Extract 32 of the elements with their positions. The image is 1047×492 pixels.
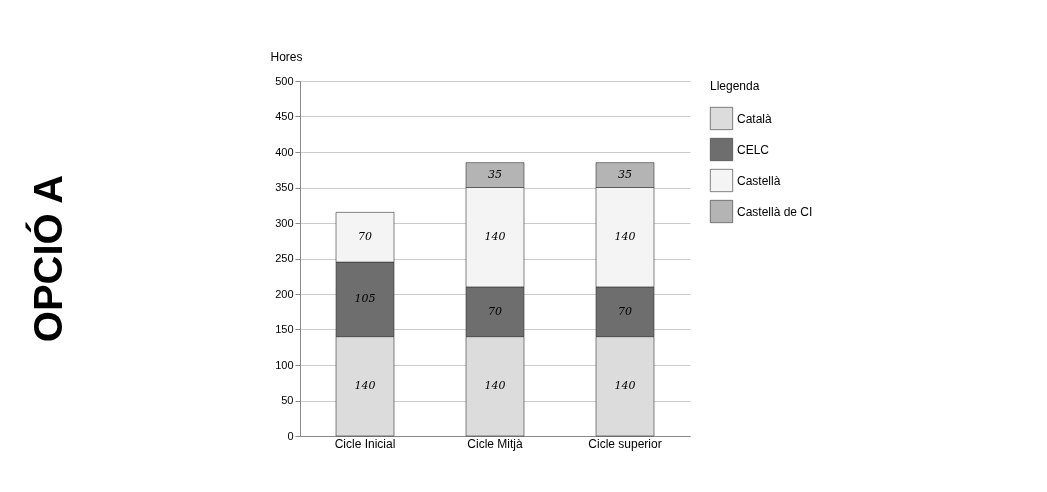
x-tick-label: Cicle superior <box>588 436 662 451</box>
y-tick-label: 50 <box>281 394 294 406</box>
y-tick-label: 350 <box>275 181 294 193</box>
y-tick-label: 400 <box>275 145 294 158</box>
y-axis-title: Hores <box>270 49 303 64</box>
data-label: 70 <box>358 230 372 244</box>
data-label: 140 <box>484 379 506 393</box>
legend-label: Castellà de CI <box>737 204 813 219</box>
y-tick-label: 150 <box>275 323 294 335</box>
data-label: 70 <box>488 304 502 318</box>
data-label: 140 <box>614 230 636 244</box>
x-tick-label: Cicle Mitjà <box>467 436 523 451</box>
y-tick-label: 450 <box>275 110 294 122</box>
y-tick-label: 250 <box>275 252 294 264</box>
legend-label: CELC <box>737 142 770 157</box>
legend-title: Llegenda <box>710 79 760 93</box>
text: OPCIÓ A <box>25 174 70 343</box>
data-label: 70 <box>618 304 632 318</box>
x-tick-label: Cicle Inicial <box>334 436 396 451</box>
y-tick-label: 200 <box>275 287 294 300</box>
data-label: 140 <box>354 379 376 393</box>
data-label: 105 <box>354 292 376 306</box>
y-tick-label: 0 <box>287 429 294 442</box>
y-tick-label: 100 <box>275 358 294 371</box>
y-tick-label: 500 <box>275 74 294 87</box>
data-label: 140 <box>614 379 636 393</box>
legend-label: Català <box>737 111 773 126</box>
data-label: 35 <box>618 168 632 182</box>
legend-label: Castellà <box>737 173 781 188</box>
data-label: 35 <box>488 168 502 182</box>
y-tick-label: 300 <box>275 216 294 229</box>
data-label: 140 <box>484 230 506 244</box>
